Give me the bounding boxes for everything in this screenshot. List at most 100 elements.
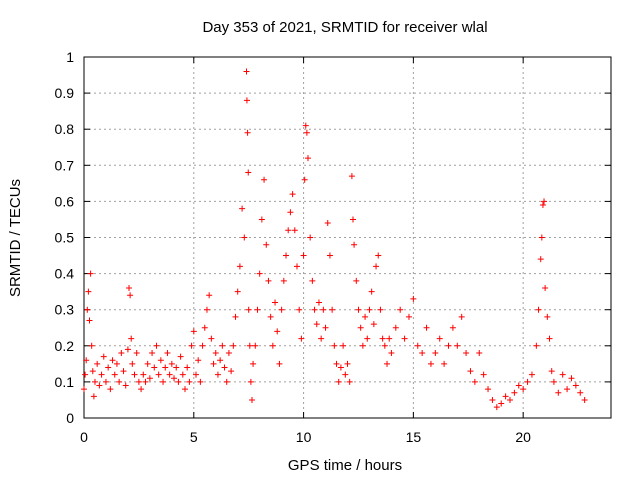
data-point xyxy=(261,176,268,183)
data-point xyxy=(485,386,492,393)
y-axis-label: SRMTID / TECUs xyxy=(7,179,24,297)
data-point xyxy=(86,317,93,324)
data-point xyxy=(82,371,89,378)
data-point xyxy=(329,306,336,313)
data-point xyxy=(337,364,344,371)
data-point xyxy=(232,313,239,320)
data-point xyxy=(217,357,224,364)
data-point xyxy=(375,252,382,259)
data-point xyxy=(109,357,116,364)
data-point xyxy=(142,378,149,385)
data-point xyxy=(423,324,430,331)
data-point xyxy=(300,252,307,259)
data-point xyxy=(379,335,386,342)
data-point xyxy=(581,396,588,403)
data-point xyxy=(410,295,417,302)
data-point xyxy=(118,350,125,357)
data-point xyxy=(84,306,91,313)
data-point xyxy=(301,176,308,183)
data-point xyxy=(91,378,98,385)
data-point xyxy=(489,396,496,403)
data-point xyxy=(476,350,483,357)
data-point xyxy=(94,360,101,367)
y-tick-label: 0 xyxy=(66,410,74,426)
data-point xyxy=(85,288,92,295)
data-point xyxy=(405,313,412,320)
data-point xyxy=(146,375,153,382)
data-point xyxy=(127,292,134,299)
data-point xyxy=(236,263,243,270)
data-point xyxy=(397,306,404,313)
data-point xyxy=(199,342,206,349)
data-point xyxy=(162,364,169,371)
data-point xyxy=(245,169,252,176)
data-point xyxy=(239,205,246,212)
data-point xyxy=(157,357,164,364)
data-point xyxy=(203,306,210,313)
data-point xyxy=(102,378,109,385)
data-point xyxy=(175,378,182,385)
data-point xyxy=(373,263,380,270)
data-point xyxy=(315,299,322,306)
x-tick-label: 10 xyxy=(296,429,312,445)
data-point xyxy=(344,360,351,367)
data-point xyxy=(326,252,333,259)
data-point xyxy=(107,386,114,393)
x-tick-label: 20 xyxy=(515,429,531,445)
data-point xyxy=(247,378,254,385)
data-point xyxy=(386,335,393,342)
data-point xyxy=(155,371,162,378)
y-tick-label: 0.4 xyxy=(55,266,75,282)
y-tick-label: 0.7 xyxy=(55,157,75,173)
data-point xyxy=(362,313,369,320)
data-point xyxy=(149,350,156,357)
ticks-group: 00.10.20.30.40.50.60.70.80.910 5 10 15 20 xyxy=(55,49,611,445)
data-point xyxy=(331,342,338,349)
data-point xyxy=(432,350,439,357)
data-point xyxy=(265,277,272,284)
data-point xyxy=(90,393,97,400)
data-point xyxy=(348,173,355,180)
data-point xyxy=(401,335,408,342)
data-point xyxy=(520,386,527,393)
data-point xyxy=(291,227,298,234)
data-point xyxy=(250,360,257,367)
data-point xyxy=(129,360,136,367)
data-point xyxy=(111,371,118,378)
data-points-group xyxy=(81,68,588,411)
data-point xyxy=(245,306,252,313)
data-point xyxy=(225,350,232,357)
data-point xyxy=(177,353,184,360)
y-tick-label: 1 xyxy=(66,49,74,65)
data-point xyxy=(263,241,270,248)
data-point xyxy=(366,306,373,313)
data-point xyxy=(98,371,105,378)
data-point xyxy=(364,335,371,342)
data-point xyxy=(370,321,377,328)
data-point xyxy=(506,396,513,403)
data-point xyxy=(182,386,189,393)
data-point xyxy=(293,263,300,270)
data-point xyxy=(124,346,131,353)
data-point xyxy=(208,335,215,342)
y-tick-label: 0.6 xyxy=(55,193,75,209)
data-point xyxy=(234,288,241,295)
data-point xyxy=(359,342,366,349)
data-point xyxy=(538,234,545,241)
data-point xyxy=(349,216,356,223)
data-point xyxy=(113,360,120,367)
data-point xyxy=(289,191,296,198)
data-point xyxy=(307,234,314,241)
data-point xyxy=(188,342,195,349)
data-point xyxy=(340,342,347,349)
data-point xyxy=(342,371,349,378)
data-point xyxy=(272,299,279,306)
data-point xyxy=(535,306,542,313)
data-point xyxy=(555,389,562,396)
data-point xyxy=(335,378,342,385)
data-point xyxy=(318,335,325,342)
data-point xyxy=(88,342,95,349)
data-point xyxy=(133,350,140,357)
data-point xyxy=(550,378,557,385)
